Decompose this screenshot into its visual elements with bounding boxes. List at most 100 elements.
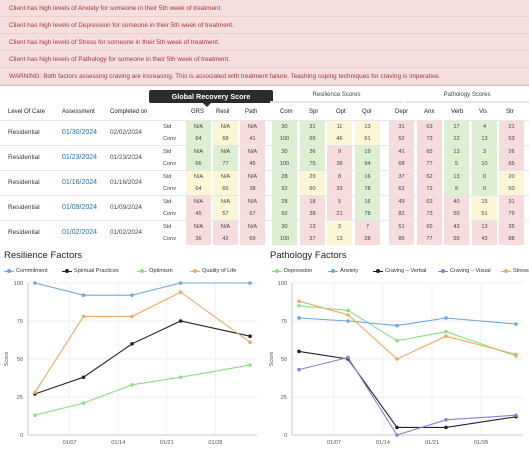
data-point — [81, 314, 86, 319]
conv-score: 94 — [364, 161, 371, 167]
score-cell-opt: 11 46 — [327, 121, 352, 145]
std-score: 3 — [337, 224, 342, 230]
score-cell-com: 30 100 — [272, 221, 297, 245]
score-cell-com: 30 100 — [272, 146, 297, 170]
legend-item[interactable]: Optimism — [137, 267, 173, 275]
score-cell-depr: 31 52 — [389, 121, 414, 145]
conv-score: 62 — [398, 186, 405, 192]
series-line — [34, 282, 251, 296]
assessment-link[interactable]: 01/30/2024 — [62, 129, 98, 136]
std-score: 31 — [508, 199, 515, 205]
x-tick-label: 01/07 — [63, 440, 77, 446]
score-cell-opt: 5 21 — [327, 196, 352, 220]
data-point — [130, 314, 134, 319]
std-conv-labels: Std Conv — [163, 221, 185, 245]
std-score: 36 — [309, 149, 316, 155]
col-completed-on[interactable]: Completed on — [110, 109, 148, 115]
col-opt[interactable]: Opt — [336, 109, 346, 115]
x-tick-label: 01/21 — [160, 440, 174, 446]
conv-score: 46 — [336, 136, 343, 142]
col-spr[interactable]: Spr — [309, 109, 319, 115]
col-qol[interactable]: Qol — [362, 109, 372, 115]
std-score: N/A — [193, 174, 204, 180]
conv-score: 77 — [222, 161, 229, 167]
std-score: 16 — [364, 174, 371, 180]
score-cell-grs: N/A 64 — [186, 121, 211, 145]
col-resil[interactable]: Resil — [216, 109, 230, 115]
level-of-care-cell: Residential — [8, 229, 40, 236]
legend-item[interactable]: Stress — [501, 267, 529, 275]
col-com[interactable]: Com — [280, 109, 293, 115]
std-score: 9 — [337, 149, 342, 155]
legend-swatch — [190, 267, 200, 275]
legend-label: Craving – Visual — [450, 268, 491, 274]
legend-label: Craving – Verbal — [385, 268, 427, 274]
data-point — [33, 281, 37, 285]
assessment-link[interactable]: 01/23/2024 — [62, 154, 98, 161]
conv-score: 69 — [249, 236, 256, 242]
data-point — [178, 281, 183, 285]
col-level-of-care[interactable]: Level Of Care — [8, 109, 46, 115]
conv-score: 55 — [453, 236, 460, 242]
col-vis[interactable]: Vis — [479, 109, 488, 115]
data-point — [395, 357, 399, 361]
legend-item[interactable]: Quality of Life — [190, 267, 236, 275]
conv-score: 77 — [426, 161, 433, 167]
legend-item[interactable]: Craving – Visual — [438, 267, 491, 275]
data-point — [297, 349, 301, 354]
score-cell-opt: 9 38 — [327, 146, 352, 170]
score-cell-qol: 19 94 — [355, 146, 380, 170]
legend-item[interactable]: Spiritual Practices — [62, 267, 119, 275]
data-point — [444, 418, 448, 422]
col-verb[interactable]: Verb — [451, 109, 464, 115]
col-grs[interactable]: GRS — [191, 109, 205, 115]
score-cell-verb: 13 5 — [444, 146, 469, 170]
conv-score: 38 — [336, 161, 343, 167]
data-point — [130, 383, 134, 387]
conv-score: 72 — [426, 186, 433, 192]
conv-score: 10 — [481, 161, 488, 167]
data-point — [130, 342, 134, 346]
data-point — [248, 281, 252, 285]
assessment-link[interactable]: 01/16/2024 — [62, 179, 98, 186]
assessment-link[interactable]: 01/09/2024 — [62, 204, 98, 211]
std-conv-labels: Std Conv — [163, 196, 185, 220]
legend-item[interactable]: Craving – Verbal — [373, 267, 426, 275]
level-of-care-cell: Residential — [8, 204, 40, 211]
score-cell-com: 30 100 — [272, 121, 297, 145]
legend-item[interactable]: Commitment — [4, 267, 48, 275]
score-cell-path: N/A 38 — [240, 171, 265, 195]
data-point — [297, 367, 301, 372]
data-point — [444, 316, 448, 320]
score-cell-spr: 18 38 — [300, 196, 325, 220]
conv-score: 50 — [508, 186, 515, 192]
conv-label: Conv — [163, 186, 177, 192]
std-score: 21 — [508, 124, 515, 130]
legend-item[interactable]: Depression — [272, 267, 312, 275]
conv-score: 78 — [364, 211, 371, 217]
legend-item[interactable]: Anxiety — [328, 267, 358, 275]
conv-score: 88 — [508, 236, 515, 242]
score-cell-vis: 4 13 — [472, 121, 497, 145]
std-score: 19 — [364, 149, 371, 155]
data-point — [297, 299, 301, 304]
legend-label: Stress — [513, 268, 529, 274]
score-cell-spr: 29 60 — [300, 171, 325, 195]
std-score: 51 — [398, 224, 405, 230]
assessment-link[interactable]: 01/02/2024 — [62, 229, 98, 236]
score-cell-path: N/A 41 — [240, 121, 265, 145]
std-score: 30 — [281, 149, 288, 155]
col-path[interactable]: Path — [245, 109, 258, 115]
table-row: Residential 01/09/2024 01/09/2024 Std Conv N/… — [0, 195, 529, 220]
score-cell-verb: 13 5 — [444, 171, 469, 195]
conv-score: 5 — [454, 186, 459, 192]
col-assessment[interactable]: Assessment — [62, 109, 95, 115]
score-cell-qol: 16 78 — [355, 171, 380, 195]
std-score: 29 — [309, 174, 316, 180]
col-anx[interactable]: Anx — [424, 109, 435, 115]
std-label: Std — [163, 124, 172, 130]
table-row: Residential 01/30/2024 02/02/2024 Std Conv N/… — [0, 120, 529, 145]
col-depr[interactable]: Depr — [395, 109, 409, 115]
col-str[interactable]: Str — [506, 109, 514, 115]
conv-score: 21 — [336, 211, 343, 217]
